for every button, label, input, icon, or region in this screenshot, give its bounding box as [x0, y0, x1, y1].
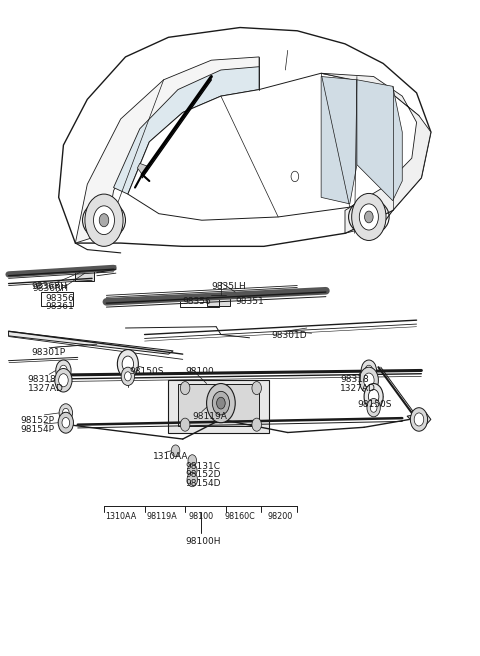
Text: 98356: 98356 [183, 297, 212, 306]
Text: 1310AA: 1310AA [106, 512, 137, 522]
Text: 98154D: 98154D [185, 479, 221, 488]
Polygon shape [178, 384, 259, 426]
Text: 9835LH: 9835LH [211, 282, 246, 291]
Text: 98301D: 98301D [271, 331, 307, 340]
Text: 98100: 98100 [189, 512, 214, 522]
Polygon shape [321, 73, 431, 234]
Circle shape [188, 464, 197, 477]
Text: 98200: 98200 [268, 512, 293, 522]
Circle shape [206, 384, 235, 422]
Bar [75, 269, 95, 281]
Circle shape [364, 373, 374, 388]
Circle shape [55, 369, 72, 392]
Circle shape [364, 211, 373, 223]
Polygon shape [321, 77, 357, 204]
Bar [180, 295, 218, 307]
Text: 98318: 98318 [340, 375, 369, 384]
Circle shape [121, 367, 134, 386]
Circle shape [58, 412, 73, 433]
Circle shape [291, 171, 299, 182]
Text: 98351: 98351 [235, 297, 264, 306]
Circle shape [410, 407, 428, 431]
Text: 98356: 98356 [45, 294, 74, 303]
Text: 1327AD: 1327AD [28, 384, 63, 392]
Circle shape [252, 382, 262, 395]
Polygon shape [168, 380, 269, 432]
Circle shape [62, 408, 69, 417]
Text: 98152P: 98152P [21, 416, 54, 425]
Circle shape [360, 204, 378, 230]
Text: 98152D: 98152D [185, 470, 221, 480]
Circle shape [361, 360, 376, 381]
Polygon shape [114, 67, 259, 194]
Circle shape [414, 413, 424, 426]
Circle shape [124, 372, 131, 381]
Polygon shape [407, 413, 431, 424]
Circle shape [367, 399, 380, 417]
Text: 1310AA: 1310AA [153, 452, 189, 461]
Polygon shape [357, 80, 402, 201]
Circle shape [216, 398, 225, 409]
Circle shape [187, 472, 198, 487]
Polygon shape [137, 163, 147, 174]
Circle shape [122, 356, 133, 372]
Text: 98301P: 98301P [31, 348, 65, 357]
Circle shape [56, 360, 71, 381]
Text: 98154P: 98154P [21, 424, 54, 434]
Text: 98318: 98318 [28, 375, 56, 384]
Text: 98160C: 98160C [225, 512, 255, 522]
Circle shape [99, 214, 109, 227]
Circle shape [85, 194, 123, 247]
Text: 98119A: 98119A [147, 512, 178, 522]
Circle shape [94, 206, 115, 235]
Polygon shape [9, 331, 173, 354]
Text: 9836RH: 9836RH [33, 283, 69, 293]
Circle shape [365, 365, 372, 376]
Polygon shape [128, 73, 421, 220]
Text: 98150S: 98150S [357, 400, 391, 409]
Text: 98150S: 98150S [129, 367, 164, 376]
Circle shape [117, 350, 138, 379]
Circle shape [370, 403, 377, 412]
Circle shape [171, 445, 180, 457]
Circle shape [352, 194, 386, 241]
Circle shape [188, 455, 197, 466]
Circle shape [59, 374, 68, 387]
Circle shape [180, 382, 190, 395]
Circle shape [360, 367, 378, 394]
Bar [206, 295, 230, 306]
Circle shape [252, 418, 262, 431]
Bar [40, 292, 73, 306]
Text: 98119A: 98119A [192, 411, 227, 420]
Text: 98361: 98361 [45, 302, 74, 311]
Circle shape [364, 384, 383, 409]
Circle shape [60, 365, 67, 376]
Circle shape [62, 417, 70, 428]
Circle shape [180, 418, 190, 431]
Text: 98100: 98100 [185, 367, 214, 376]
Polygon shape [59, 28, 431, 247]
Circle shape [368, 390, 379, 404]
Text: 98131C: 98131C [185, 462, 220, 471]
Text: 98100H: 98100H [185, 537, 221, 546]
Polygon shape [75, 57, 259, 243]
Text: 1327AD: 1327AD [340, 384, 376, 392]
Circle shape [59, 404, 72, 422]
Circle shape [212, 392, 229, 415]
Text: 9836RH: 9836RH [31, 282, 67, 291]
